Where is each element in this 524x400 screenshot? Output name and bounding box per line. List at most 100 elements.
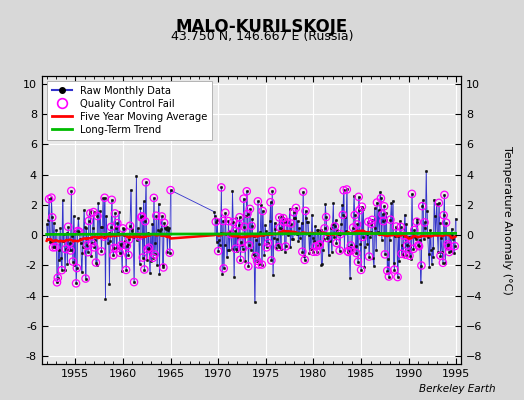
Quality Control Fail: [340, 187, 348, 194]
Quality Control Fail: [93, 213, 102, 219]
Five Year Moving Average: [452, 234, 458, 239]
Legend: Raw Monthly Data, Quality Control Fail, Five Year Moving Average, Long-Term Tren: Raw Monthly Data, Quality Control Fail, …: [47, 81, 212, 140]
Quality Control Fail: [344, 249, 353, 255]
Quality Control Fail: [410, 227, 419, 233]
Quality Control Fail: [166, 250, 174, 256]
Quality Control Fail: [73, 228, 82, 234]
Quality Control Fail: [86, 210, 94, 216]
Quality Control Fail: [383, 268, 391, 274]
Quality Control Fail: [347, 247, 356, 254]
Quality Control Fail: [435, 200, 443, 206]
Quality Control Fail: [331, 223, 339, 230]
Quality Control Fail: [365, 253, 373, 260]
Quality Control Fail: [414, 242, 422, 248]
Quality Control Fail: [83, 242, 91, 248]
Quality Control Fail: [381, 251, 389, 258]
Quality Control Fail: [107, 197, 116, 203]
Quality Control Fail: [263, 244, 271, 250]
Quality Control Fail: [75, 228, 83, 235]
Quality Control Fail: [49, 244, 57, 250]
Quality Control Fail: [219, 218, 227, 224]
Quality Control Fail: [109, 252, 117, 258]
Quality Control Fail: [444, 243, 453, 250]
Quality Control Fail: [144, 246, 152, 252]
Quality Control Fail: [442, 220, 450, 226]
Quality Control Fail: [221, 210, 230, 216]
Quality Control Fail: [47, 194, 56, 201]
Quality Control Fail: [141, 179, 150, 186]
Quality Control Fail: [385, 273, 393, 280]
Quality Control Fail: [138, 213, 146, 220]
Quality Control Fail: [258, 261, 266, 268]
Quality Control Fail: [409, 246, 418, 252]
Quality Control Fail: [390, 266, 399, 273]
Quality Control Fail: [152, 212, 160, 219]
Quality Control Fail: [397, 250, 406, 257]
Quality Control Fail: [84, 218, 93, 224]
Quality Control Fail: [420, 219, 429, 226]
Quality Control Fail: [439, 260, 447, 266]
Quality Control Fail: [51, 244, 60, 250]
Text: MALO-KURILSKOJE: MALO-KURILSKOJE: [176, 18, 348, 36]
Quality Control Fail: [351, 212, 359, 218]
Quality Control Fail: [64, 224, 72, 230]
Quality Control Fail: [380, 203, 388, 210]
Quality Control Fail: [440, 212, 448, 218]
Quality Control Fail: [352, 250, 361, 256]
Raw Monthly Data: [387, 238, 393, 242]
Quality Control Fail: [229, 219, 237, 225]
Quality Control Fail: [354, 259, 362, 265]
Quality Control Fail: [69, 258, 77, 265]
Quality Control Fail: [353, 221, 362, 228]
Quality Control Fail: [358, 234, 367, 240]
Quality Control Fail: [100, 233, 108, 240]
Quality Control Fail: [349, 224, 357, 231]
Raw Monthly Data: [361, 207, 367, 212]
Quality Control Fail: [276, 224, 285, 231]
Quality Control Fail: [88, 240, 96, 246]
Quality Control Fail: [258, 208, 267, 214]
Quality Control Fail: [323, 235, 331, 241]
Quality Control Fail: [227, 231, 235, 237]
Quality Control Fail: [443, 241, 452, 248]
Quality Control Fail: [275, 244, 283, 250]
Y-axis label: Temperature Anomaly (°C): Temperature Anomaly (°C): [502, 146, 512, 294]
Quality Control Fail: [145, 244, 154, 251]
Quality Control Fail: [119, 225, 127, 232]
Quality Control Fail: [235, 214, 244, 220]
Quality Control Fail: [247, 223, 256, 229]
Quality Control Fail: [358, 204, 366, 210]
Quality Control Fail: [89, 209, 97, 215]
Quality Control Fail: [406, 252, 414, 259]
Quality Control Fail: [339, 212, 347, 218]
Quality Control Fail: [320, 225, 329, 232]
Five Year Moving Average: [244, 234, 250, 239]
Quality Control Fail: [309, 248, 318, 255]
Quality Control Fail: [377, 195, 385, 202]
Quality Control Fail: [107, 224, 115, 230]
Five Year Moving Average: [361, 229, 367, 234]
Quality Control Fail: [436, 252, 445, 259]
Raw Monthly Data: [418, 263, 424, 268]
Quality Control Fail: [112, 245, 121, 252]
Quality Control Fail: [394, 274, 402, 280]
Quality Control Fail: [137, 214, 145, 220]
Quality Control Fail: [111, 210, 119, 217]
Quality Control Fail: [379, 218, 388, 224]
Quality Control Fail: [81, 275, 90, 282]
Quality Control Fail: [253, 258, 261, 264]
Quality Control Fail: [312, 243, 320, 250]
Five Year Moving Average: [75, 239, 82, 244]
Quality Control Fail: [315, 242, 323, 248]
Quality Control Fail: [418, 203, 427, 209]
Quality Control Fail: [280, 219, 288, 225]
Quality Control Fail: [279, 215, 288, 221]
Quality Control Fail: [214, 248, 222, 254]
Quality Control Fail: [246, 206, 254, 212]
Quality Control Fail: [322, 214, 330, 220]
Quality Control Fail: [84, 249, 92, 255]
Raw Monthly Data: [452, 216, 458, 221]
Five Year Moving Average: [43, 238, 50, 243]
Quality Control Fail: [224, 218, 233, 224]
Quality Control Fail: [67, 247, 75, 254]
